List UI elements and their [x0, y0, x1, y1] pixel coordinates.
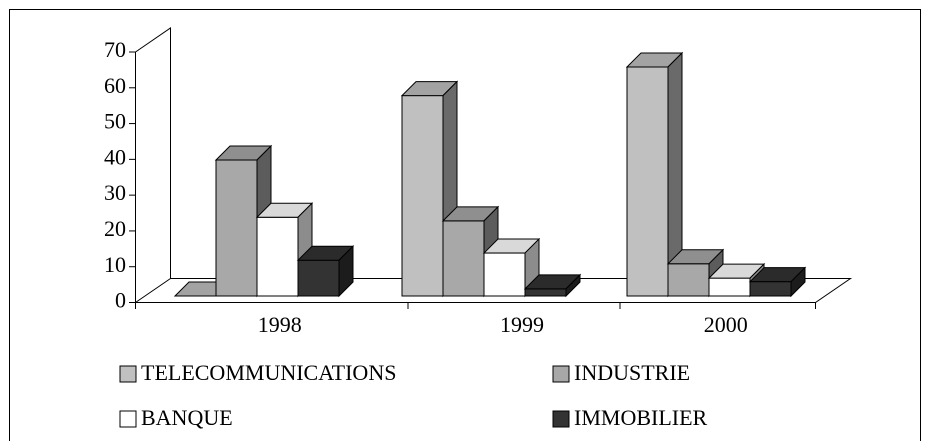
y-tick-label: 50 [104, 109, 126, 134]
bar-front [749, 281, 792, 297]
bar-front [401, 95, 444, 297]
y-tick-label: 30 [104, 180, 126, 205]
bar-side [338, 245, 354, 298]
bar-front [442, 220, 485, 297]
bar-front [215, 159, 258, 297]
bar-front [708, 277, 751, 297]
y-tick-label: 60 [104, 73, 126, 98]
bar-side [790, 266, 806, 298]
legend-swatch [119, 410, 137, 428]
bar-front [626, 66, 669, 297]
legend-label: BANQUE [141, 405, 233, 430]
bar-front [483, 252, 526, 297]
legend-label: INDUSTRIE [574, 360, 690, 385]
bar-side [565, 273, 581, 298]
bar-front [297, 259, 340, 297]
bar-front [256, 216, 299, 297]
frame [9, 9, 921, 441]
y-tick-label: 0 [115, 288, 126, 313]
legend-swatch [552, 365, 570, 383]
bar-front [524, 288, 567, 297]
y-tick-label: 20 [104, 216, 126, 241]
x-tick-label: 1998 [258, 312, 302, 337]
y-tick-label: 40 [104, 144, 126, 169]
bar-front [667, 263, 710, 297]
legend-label: TELECOMMUNICATIONS [141, 360, 396, 385]
x-tick-label: 2000 [704, 312, 748, 337]
y-tick-label: 10 [104, 252, 126, 277]
x-tick-label: 1999 [500, 312, 544, 337]
legend-swatch [552, 410, 570, 428]
y-tick-label: 70 [104, 37, 126, 62]
legend-swatch [119, 365, 137, 383]
legend-label: IMMOBILIER [574, 405, 708, 430]
